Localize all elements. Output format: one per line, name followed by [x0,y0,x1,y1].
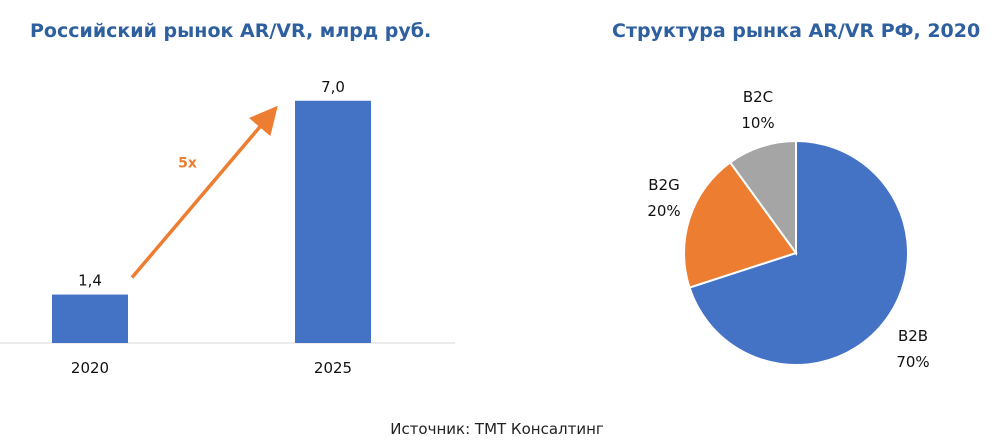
bar-chart: 1,4 2020 7,0 2025 5x [0,78,455,377]
data-label-2025: 7,0 [321,78,345,96]
data-label-2020: 1,4 [78,272,102,290]
bar-2025 [295,100,371,344]
growth-arrow [130,105,278,279]
slice-value-b2g: 20% [647,202,680,220]
slice-label-b2b: B2B [898,327,928,345]
x-tick-2020: 2020 [71,359,109,377]
bar-chart-title: Российский рынок AR/VR, млрд руб. [30,20,432,42]
slice-value-b2b: 70% [896,353,929,371]
source-note: Источник: ТМТ Консалтинг [390,420,604,438]
pie-chart: B2B 70% B2G 20% B2C 10% [647,88,929,371]
growth-arrow-label: 5x [178,156,197,172]
bar-2020 [52,294,128,343]
pie-slice-b2b [688,139,909,366]
pie-slice-b2c [728,139,797,257]
x-tick-2025: 2025 [314,359,352,377]
slice-value-b2c: 10% [741,114,774,132]
slice-label-b2c: B2C [743,88,773,106]
pie-slice-b2g [683,160,798,289]
slice-label-b2g: B2G [648,176,679,194]
pie-chart-title: Структура рынка AR/VR РФ, 2020 [612,20,981,42]
